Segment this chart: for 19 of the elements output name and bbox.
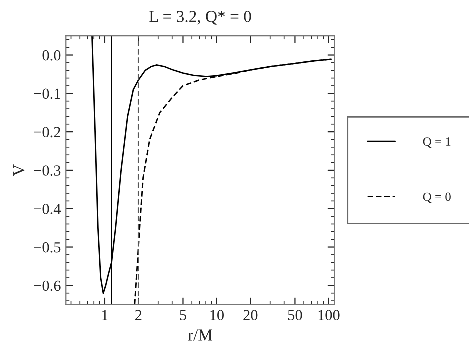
y-tick-label: 0.0 (42, 50, 61, 61)
x-tick-label: 10 (210, 310, 224, 320)
x-tick-label: 20 (244, 310, 258, 320)
x-tick-label: 2 (136, 310, 142, 320)
x-tick-label: 1 (102, 310, 108, 320)
x-tick-label: 50 (288, 310, 302, 320)
x-axis-title: r/M (188, 330, 213, 341)
y-tick-label: −0.3 (34, 166, 61, 176)
x-tick-label: 5 (180, 310, 186, 320)
y-tick-label: −0.4 (34, 204, 62, 214)
y-tick-label: −0.2 (34, 127, 60, 138)
chart-title: L = 3.2, Q* = 0 (150, 11, 252, 25)
x-tick-label: 100 (318, 310, 340, 320)
y-tick-label: −0.5 (34, 242, 61, 253)
legend-label: Q = 1 (423, 138, 451, 148)
y-tick-label: −0.1 (34, 88, 60, 100)
y-axis-title: V (14, 164, 25, 176)
legend-label: Q = 0 (423, 192, 451, 204)
y-tick-label: −0.6 (34, 280, 61, 292)
